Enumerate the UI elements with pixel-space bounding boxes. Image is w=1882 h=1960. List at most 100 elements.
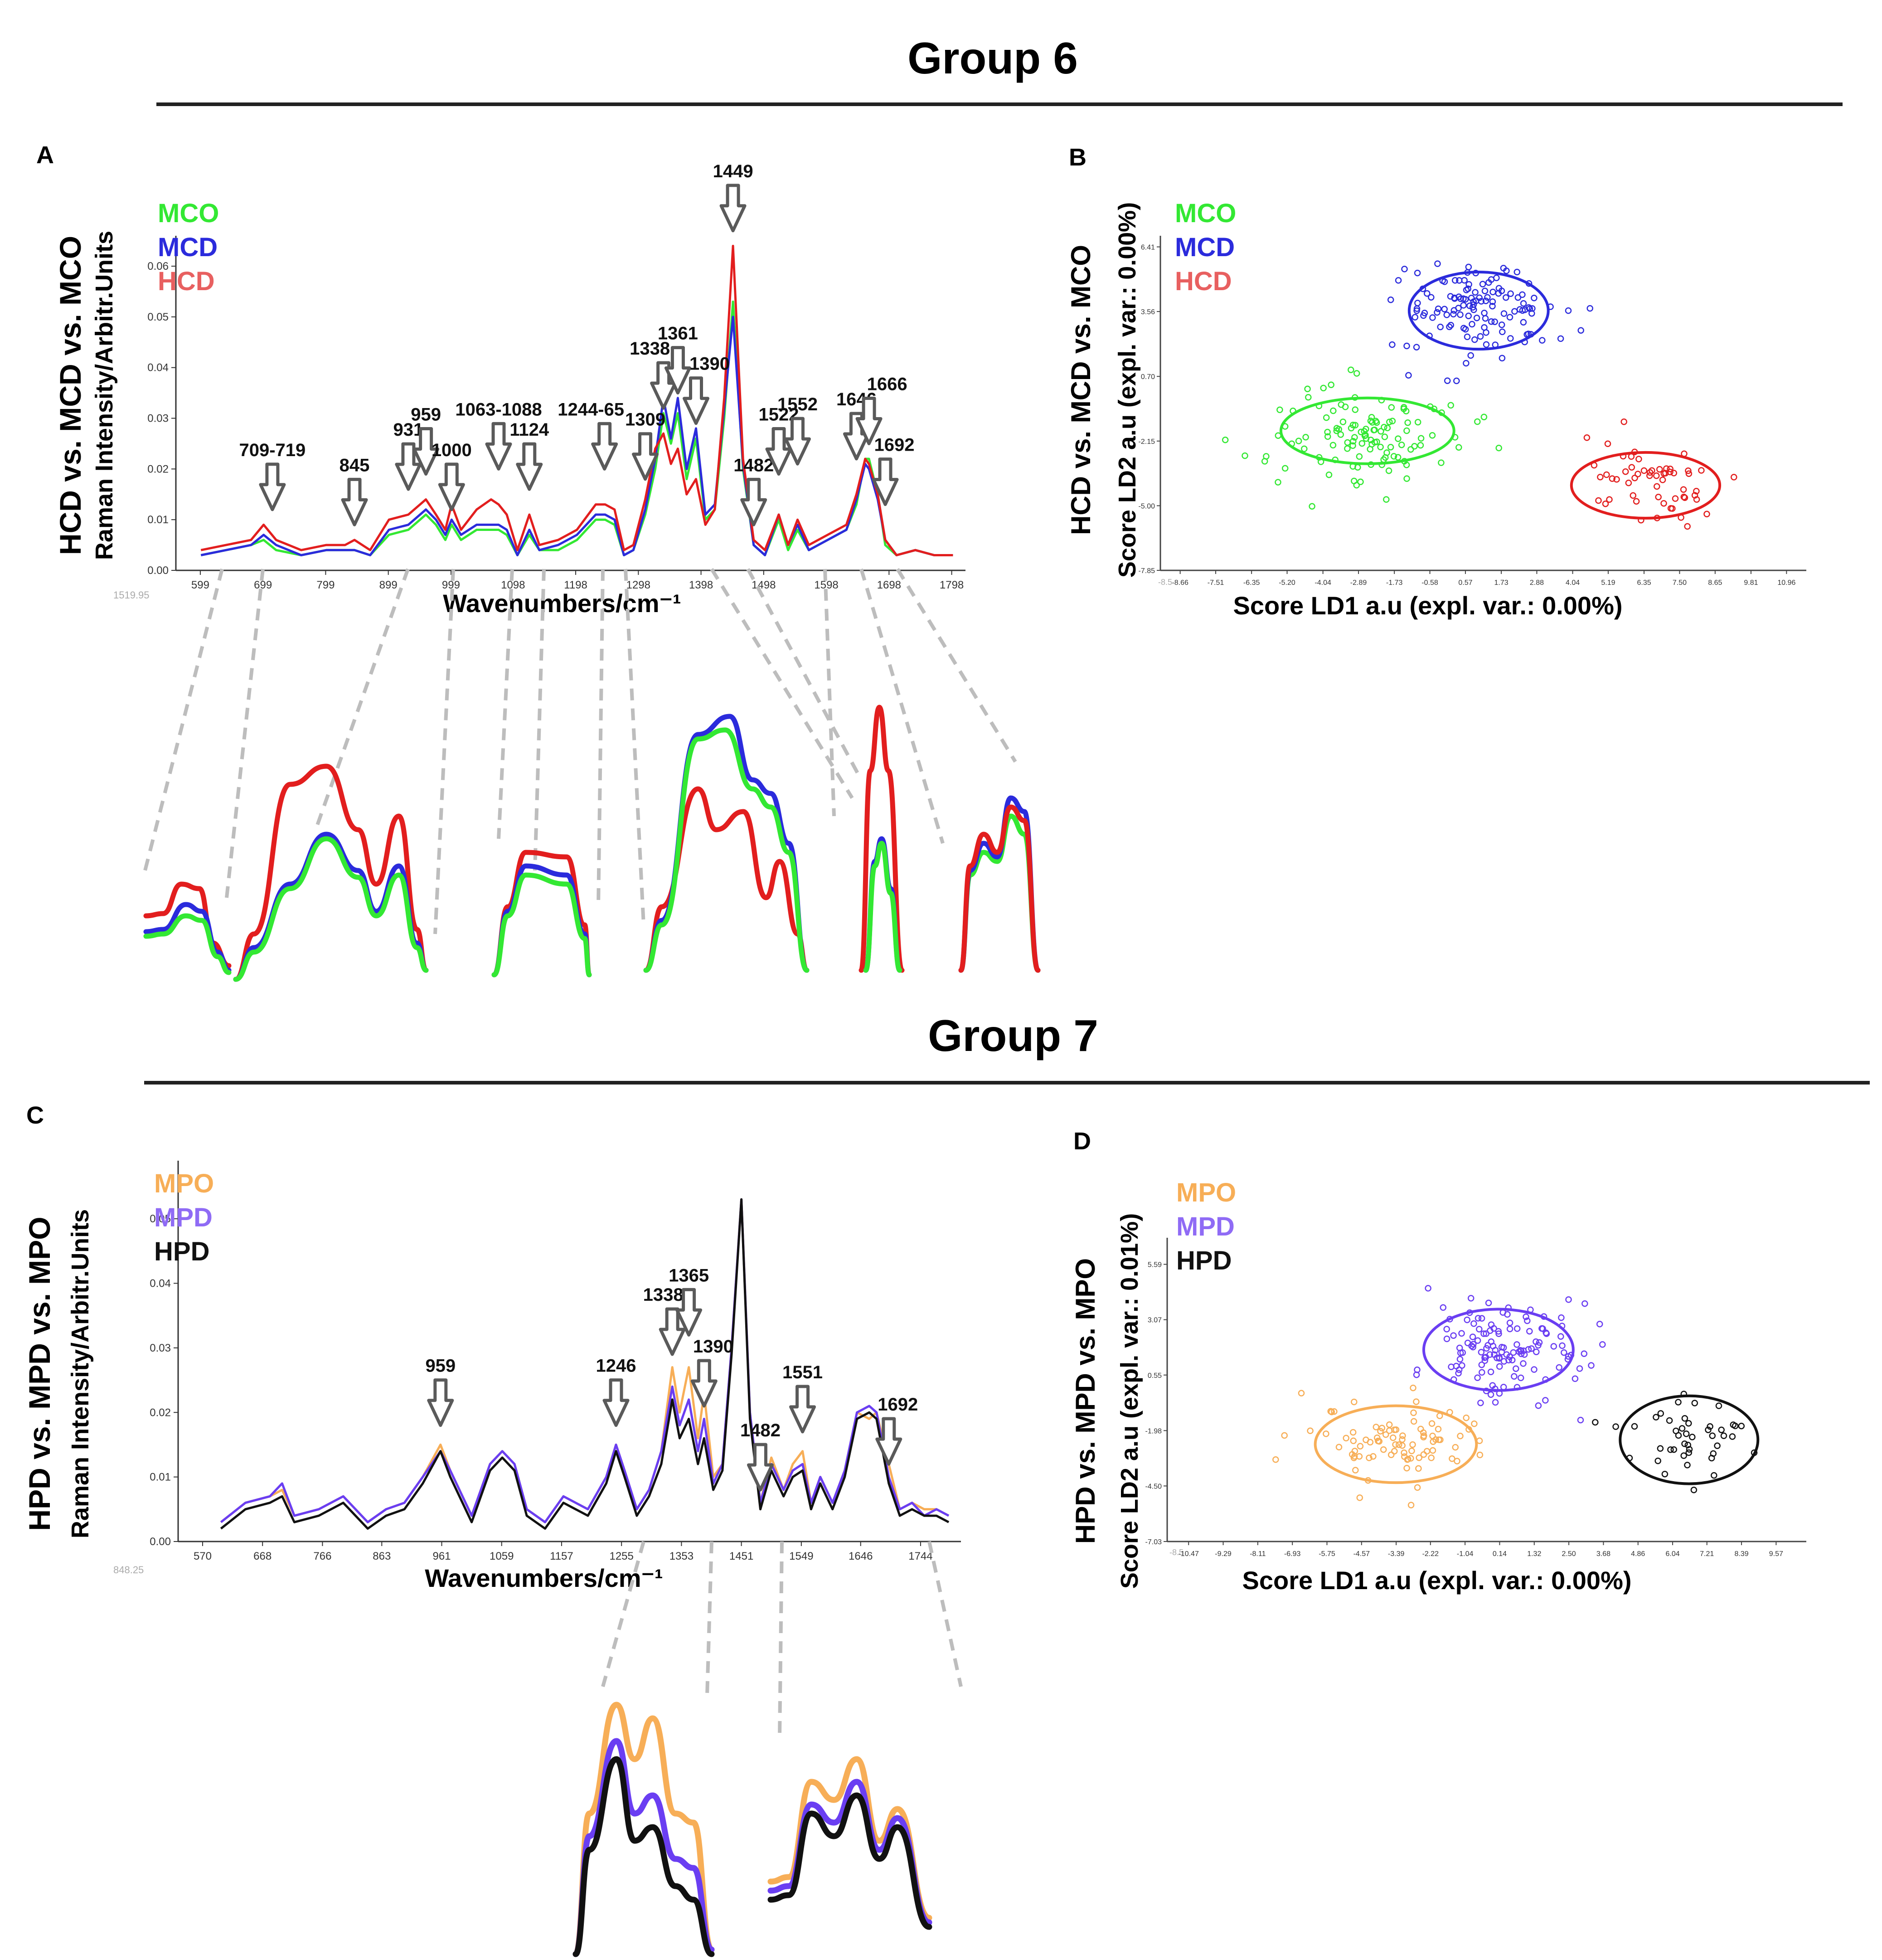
score-point [1358,428,1364,436]
score-point [1335,1444,1343,1451]
score-point [1441,278,1448,285]
score-point [1478,1361,1485,1368]
peak-label: 1390 [689,354,730,374]
x-tick-label: 0.14 [1493,1550,1507,1558]
score-point [1667,465,1673,472]
legend-mco: MCO [158,199,219,228]
score-point [1455,444,1462,451]
score-point [1729,1433,1736,1440]
score-point [1400,404,1407,411]
score-point [1429,314,1436,321]
score-point [1654,1457,1661,1464]
confidence-ellipse [1570,451,1722,520]
score-point [1635,471,1641,477]
score-point [1646,469,1654,476]
score-point [1675,1432,1682,1439]
score-point [1466,302,1473,309]
peak-arrow-icon [675,1288,703,1337]
score-point [1429,432,1436,439]
cluster-mco [1222,366,1502,510]
score-point [1377,1428,1384,1435]
peak-arrow-icon [427,1378,454,1427]
score-point [1506,1319,1513,1326]
score-point [1499,328,1506,336]
zoom-curve [143,902,232,973]
x-tick-label: 599 [191,579,209,591]
score-point [1539,1325,1546,1332]
score-point [1518,1347,1525,1354]
score-point [1358,440,1366,447]
score-point [1320,384,1327,392]
score-point [1408,1447,1415,1454]
peak-arrow-icon [690,1359,718,1408]
x-tick-label: 8.39 [1734,1550,1748,1558]
y-tick-label: -5.00 [1139,502,1155,510]
score-point [1526,305,1533,312]
score-point [1667,1446,1674,1453]
score-point [1603,471,1610,478]
x-tick-label: 863 [373,1550,391,1562]
score-point [1369,419,1376,426]
score-point [1657,1445,1664,1452]
score-point [1709,1432,1716,1440]
peak-label: 845 [340,455,370,475]
confidence-ellipse [1422,1308,1575,1392]
score-point [1373,1424,1380,1430]
score-point [1333,427,1340,434]
score-point [1481,1354,1488,1361]
peak-label: 931 [393,420,424,440]
score-point [1467,1295,1475,1302]
score-point [1381,423,1387,431]
score-point [1428,1454,1435,1461]
panel-d-ylabel-sub: Score LD2 a.u (expl. var.: 0.01%) [1116,1213,1143,1589]
y-tick-label: 0.70 [1141,373,1155,381]
score-point [1543,1330,1550,1337]
panel-a-ylabel-main: HCD vs. MCD vs. MCO [53,236,87,555]
zoom-guide-line [533,569,546,871]
peak-arrow-icon [843,412,870,461]
score-point [1510,1349,1517,1356]
score-point [1520,300,1527,307]
score-point [1349,1429,1357,1436]
score-point [1464,333,1471,340]
score-point [1409,1441,1416,1448]
cluster-mcd [1387,260,1593,384]
score-point [1577,1416,1584,1424]
score-point [1440,1304,1447,1311]
zoom-curve [143,913,232,975]
peak-label: 1063-1088 [455,399,542,419]
cluster-mpo [1272,1384,1484,1508]
x-tick-label: -4.57 [1353,1550,1370,1558]
zoom-curve [233,836,429,982]
score-point [1394,454,1402,461]
score-point [1557,1333,1564,1340]
score-point [1708,1454,1715,1462]
y-tick-label: 0.55 [1148,1372,1162,1380]
score-point [1504,1311,1511,1318]
score-point [1550,1343,1557,1350]
score-point [1581,1300,1588,1307]
score-point [1387,297,1394,303]
score-point [1730,1421,1737,1428]
peak-arrow-icon [872,457,899,506]
x-tick-label: -10.47 [1179,1550,1199,1558]
score-point [1487,1368,1494,1376]
score-point [1463,1415,1470,1421]
score-point [1403,1464,1410,1472]
x-tick-label: 7.21 [1700,1550,1714,1558]
peak-label: 1449 [713,161,753,181]
legend-mpd: MPD [154,1203,213,1232]
score-point [1542,1397,1549,1404]
zoom-curve [643,786,810,973]
x-tick-label: 1353 [669,1550,694,1562]
score-point [1633,498,1640,505]
y-tick-label: -1.98 [1145,1427,1162,1435]
score-point [1666,1417,1673,1424]
x-tick-label: 1698 [877,579,901,591]
panel-d-corner-note: -8.5 [1169,1548,1184,1557]
score-point [1670,470,1678,477]
score-point [1663,465,1670,472]
score-point [1577,327,1584,334]
score-point [1363,426,1369,433]
score-point [1686,1446,1693,1453]
